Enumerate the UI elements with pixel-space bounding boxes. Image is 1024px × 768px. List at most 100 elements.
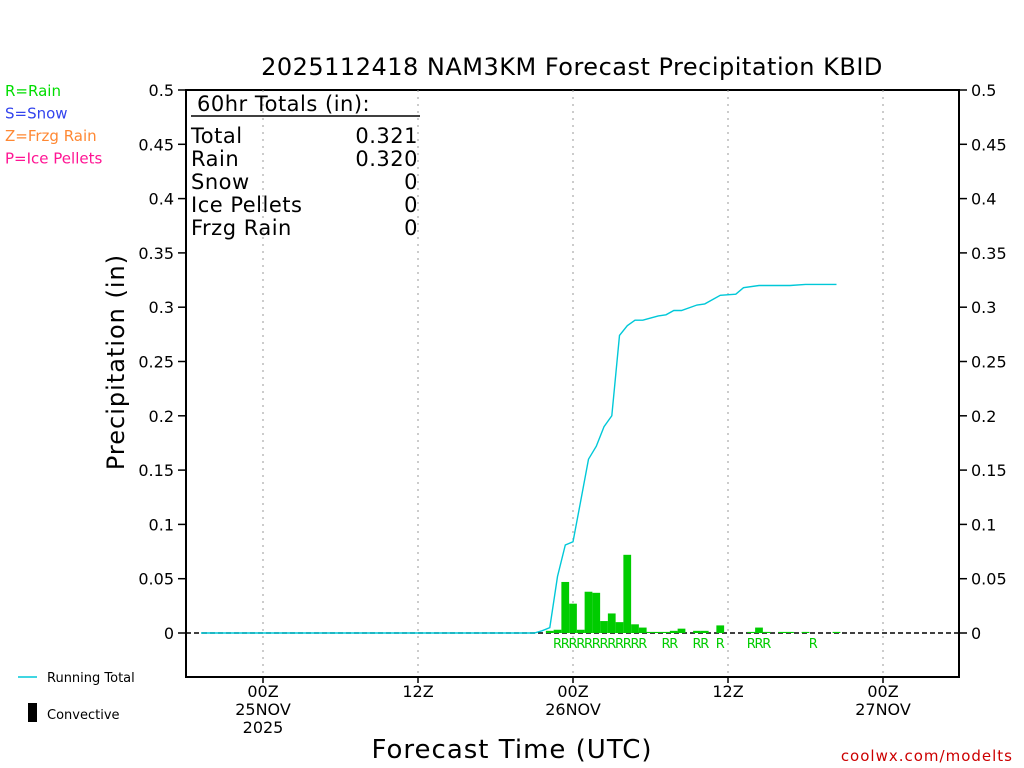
rain-marker: R [762, 637, 771, 652]
y-tick-label-right: 0.3 [971, 298, 996, 317]
running-total-legend-label: Running Total [47, 671, 135, 686]
rain-marker: R [747, 637, 756, 652]
precip-bar [700, 630, 709, 633]
x-tick-label: 27NOV [855, 700, 911, 719]
y-tick-label-left: 0.05 [138, 570, 174, 589]
totals-value: 0 [404, 170, 418, 194]
precip-bar [662, 631, 670, 633]
totals-label: Rain [191, 147, 239, 171]
x-tick-label: 00Z [557, 682, 588, 701]
precip-bar [677, 628, 686, 633]
totals-box: 60hr Totals (in): Total 0.321 Rain 0.320 Sno… [190, 92, 420, 240]
y-tick-label-right: 0.45 [971, 135, 1007, 154]
precip-type-legend-item: Z=Frzg Rain [5, 127, 97, 145]
y-tick-label-left: 0.5 [149, 81, 174, 100]
rain-marker: R [553, 637, 562, 652]
precip-type-legend: R=Rain S=Snow Z=Frzg Rain P=Ice Pellets [5, 82, 102, 168]
y-axis-left: 0 0.05 0.1 0.15 0.2 0.25 0.3 0.35 0.4 0.45 0.5 [138, 81, 186, 643]
rain-marker: R [592, 637, 601, 652]
totals-header: 60hr Totals (in): [197, 92, 370, 116]
precip-bar [778, 631, 787, 633]
y-tick-label-right: 0.05 [971, 570, 1007, 589]
rain-marker: R [716, 637, 725, 652]
totals-label: Ice Pellets [191, 193, 302, 217]
precip-bar [623, 554, 632, 633]
precip-bar [786, 631, 794, 633]
y-tick-label-left: 0.25 [138, 353, 174, 372]
rain-marker: R [638, 637, 647, 652]
precip-bar [561, 581, 570, 633]
y-tick-label-left: 0.1 [149, 515, 174, 534]
precip-type-legend-item: S=Snow [5, 105, 68, 123]
precip-bar [553, 629, 562, 633]
rain-marker: R [607, 637, 616, 652]
x-tick-label: 00Z [867, 682, 898, 701]
y-tick-label-left: 0.45 [138, 135, 174, 154]
x-tick-label: 12Z [712, 682, 743, 701]
precip-bar [545, 630, 554, 633]
precip-bar [584, 591, 593, 633]
precip-bar [669, 630, 678, 633]
y-tick-label-right: 0.4 [971, 190, 996, 209]
precip-bar [755, 627, 763, 633]
precip-type-legend-item: P=Ice Pellets [5, 150, 102, 168]
rain-marker: R [561, 637, 570, 652]
chart-title: 2025112418 NAM3KM Forecast Precipitation… [261, 53, 883, 81]
totals-value: 0.321 [355, 124, 418, 148]
x-tick-label: 2025 [243, 718, 284, 737]
precip-bar [747, 631, 756, 633]
x-tick-label: 25NOV [235, 700, 291, 719]
rain-marker: R [692, 637, 701, 652]
precip-bar [607, 613, 616, 633]
precip-bar [646, 631, 655, 633]
totals-label: Total [190, 124, 243, 148]
precip-bar [592, 592, 601, 633]
x-axis-title: Forecast Time (UTC) [371, 735, 652, 765]
precip-bar [569, 603, 577, 633]
x-tick-label: 26NOV [545, 700, 601, 719]
totals-label: Snow [191, 170, 250, 194]
rain-marker: R [669, 637, 678, 652]
running-total-line [201, 283, 837, 634]
y-tick-label-left: 0 [164, 624, 174, 643]
precip-bar [716, 625, 725, 633]
y-tick-label-right: 0.15 [971, 461, 1007, 480]
y-tick-label-right: 0 [971, 624, 981, 643]
y-tick-label-left: 0.3 [149, 298, 174, 317]
x-tick-label: 12Z [402, 682, 433, 701]
x-tick-label: 00Z [247, 682, 278, 701]
y-tick-label-left: 0.15 [138, 461, 174, 480]
y-tick-label-right: 0.5 [971, 81, 996, 100]
rain-marker: R [623, 637, 632, 652]
totals-value: 0 [404, 193, 418, 217]
rain-marker: R [809, 637, 818, 652]
rain-marker: R [599, 637, 608, 652]
precip-bars [545, 554, 841, 633]
precip-bar [693, 630, 701, 633]
y-tick-label-left: 0.35 [138, 244, 174, 263]
rain-marker: R [615, 637, 624, 652]
rain-marker: R [754, 637, 763, 652]
credit-text: coolwx.com/modelts [841, 747, 1013, 765]
vertical-gridlines [262, 90, 884, 677]
precip-bar [801, 631, 810, 633]
totals-value: 0.320 [355, 147, 418, 171]
y-tick-label-right: 0.1 [971, 515, 996, 534]
precip-type-legend-item: R=Rain [5, 82, 61, 100]
precip-bar [615, 622, 624, 633]
precip-bar [638, 627, 647, 633]
y-tick-label-left: 0.2 [149, 407, 174, 426]
precip-bar [832, 631, 841, 633]
totals-label: Frzg Rain [191, 216, 292, 240]
totals-value: 0 [404, 216, 418, 240]
y-tick-label-right: 0.2 [971, 407, 996, 426]
y-tick-label-right: 0.35 [971, 244, 1007, 263]
rain-marker: R [700, 637, 709, 652]
precip-bar [600, 621, 608, 633]
y-axis-right: 0 0.05 0.1 0.15 0.2 0.25 0.3 0.35 0.4 0.45 0.5 [959, 81, 1007, 643]
precip-bar [576, 629, 585, 633]
convective-legend-swatch [28, 703, 37, 722]
